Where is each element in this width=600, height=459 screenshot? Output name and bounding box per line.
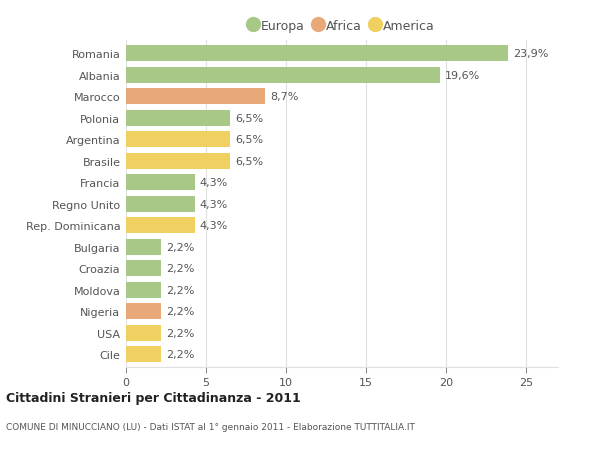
Bar (126, 175, 195, 191)
Text: 2,2%: 2,2% (166, 307, 194, 316)
Text: 2,2%: 2,2% (166, 242, 194, 252)
Bar (126, 261, 161, 277)
Bar (126, 89, 265, 105)
Bar (126, 153, 230, 169)
Legend: Europa, Africa, America: Europa, Africa, America (244, 15, 440, 38)
Bar (126, 325, 161, 341)
Text: 6,5%: 6,5% (235, 157, 263, 166)
Text: 19,6%: 19,6% (445, 71, 479, 81)
Bar (126, 132, 230, 148)
Text: COMUNE DI MINUCCIANO (LU) - Dati ISTAT al 1° gennaio 2011 - Elaborazione TUTTITA: COMUNE DI MINUCCIANO (LU) - Dati ISTAT a… (6, 422, 415, 431)
Text: Cittadini Stranieri per Cittadinanza - 2011: Cittadini Stranieri per Cittadinanza - 2… (6, 391, 301, 404)
Bar (126, 196, 195, 213)
Text: 4,3%: 4,3% (200, 221, 228, 231)
Bar (126, 346, 161, 362)
Bar (126, 239, 161, 255)
Text: 4,3%: 4,3% (200, 178, 228, 188)
Text: 8,7%: 8,7% (270, 92, 298, 102)
Bar (126, 282, 161, 298)
Text: 6,5%: 6,5% (235, 113, 263, 123)
Bar (126, 46, 508, 62)
Text: 4,3%: 4,3% (200, 199, 228, 209)
Text: 2,2%: 2,2% (166, 263, 194, 274)
Bar (126, 67, 440, 84)
Text: 23,9%: 23,9% (513, 49, 548, 59)
Text: 2,2%: 2,2% (166, 349, 194, 359)
Text: 2,2%: 2,2% (166, 285, 194, 295)
Bar (126, 218, 195, 234)
Text: 6,5%: 6,5% (235, 135, 263, 145)
Text: 2,2%: 2,2% (166, 328, 194, 338)
Bar (126, 111, 230, 127)
Bar (126, 303, 161, 319)
